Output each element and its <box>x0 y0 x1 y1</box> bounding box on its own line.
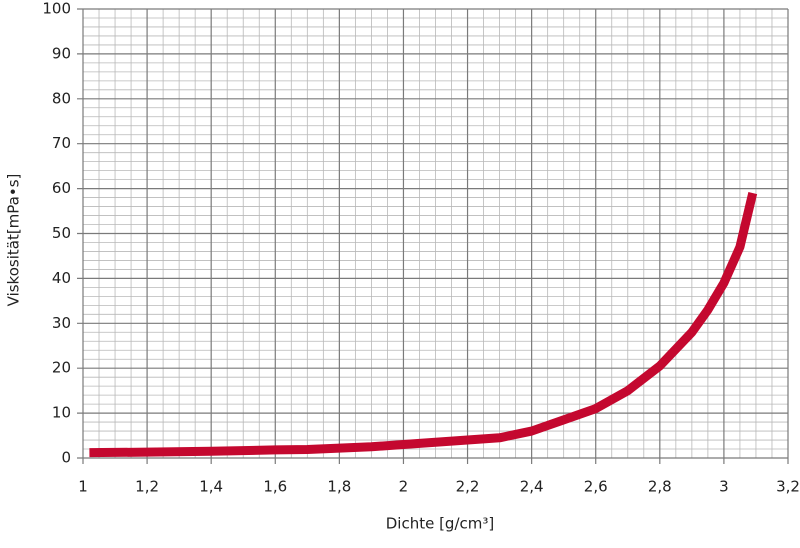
y-tick-label: 10 <box>52 404 71 422</box>
y-tick-label: 40 <box>52 269 71 287</box>
x-tick-label: 3,2 <box>776 478 800 496</box>
x-axis-label: Dichte [g/cm³] <box>386 515 495 533</box>
x-tick-label: 2 <box>399 478 409 496</box>
x-tick-label: 1 <box>78 478 88 496</box>
x-tick-label: 2,2 <box>456 478 480 496</box>
x-tick-label: 1,4 <box>199 478 223 496</box>
x-tick-label: 1,8 <box>327 478 351 496</box>
x-tick-label: 1,6 <box>263 478 287 496</box>
y-tick-label: 100 <box>42 0 71 18</box>
x-tick-label: 1,2 <box>135 478 159 496</box>
x-tick-label: 2,4 <box>520 478 544 496</box>
data-line <box>89 192 758 458</box>
y-tick-label: 90 <box>52 44 71 62</box>
grid <box>77 8 789 464</box>
y-tick-label: 20 <box>52 359 71 377</box>
y-tick-label: 30 <box>52 314 71 332</box>
y-axis-label: Viskosität[mPa•s] <box>5 174 23 307</box>
x-tick-label: 2,6 <box>584 478 608 496</box>
x-tick-label: 3 <box>719 478 729 496</box>
y-tick-label: 80 <box>52 89 71 107</box>
y-tick-label: 60 <box>52 179 71 197</box>
y-tick-label: 50 <box>52 224 71 242</box>
y-tick-label: 0 <box>61 449 71 467</box>
x-tick-label: 2,8 <box>648 478 672 496</box>
y-tick-label: 70 <box>52 134 71 152</box>
